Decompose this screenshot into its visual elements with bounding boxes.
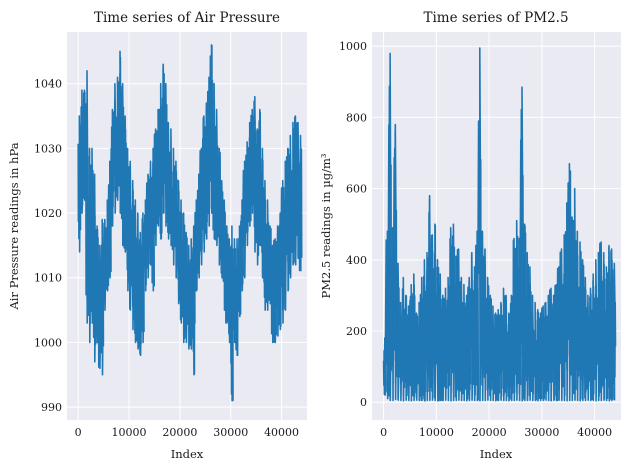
x-tick-labels: 0 10000 20000 30000 40000 — [75, 426, 299, 439]
y-tick-label: 400 — [346, 254, 367, 267]
x-tick-label: 30000 — [213, 426, 248, 439]
x-tick-label: 0 — [380, 426, 387, 439]
y-tick-labels: 990 1000 1010 1020 1030 1040 — [34, 78, 62, 414]
y-tick-label: 990 — [41, 401, 62, 414]
x-tick-label: 30000 — [524, 426, 559, 439]
x-tick-label: 40000 — [577, 426, 612, 439]
series-area — [77, 44, 303, 402]
y-tick-label: 1020 — [34, 207, 62, 220]
air-pressure-chart: 0 10000 20000 30000 40000 990 1000 1010 1020 103… — [7, 10, 307, 461]
y-tick-label: 0 — [360, 396, 367, 409]
y-tick-label: 1030 — [34, 142, 62, 155]
chart-title: Time series of PM2.5 — [423, 10, 568, 26]
x-tick-label: 20000 — [162, 426, 197, 439]
y-tick-label: 800 — [346, 111, 367, 124]
series-area — [382, 47, 617, 402]
series-line — [382, 47, 617, 402]
y-tick-label: 600 — [346, 183, 367, 196]
y-tick-label: 200 — [346, 325, 367, 338]
pm25-chart: 0 10000 20000 30000 40000 02004006008001000 … — [319, 10, 621, 461]
y-tick-labels: 0 200 400 600 800 1000 — [339, 40, 367, 409]
x-tick-labels: 0 10000 20000 30000 40000 — [380, 426, 612, 439]
x-axis-label: Index — [171, 447, 204, 461]
chart-title: Time series of Air Pressure — [94, 10, 280, 26]
x-tick-label: 0 — [75, 426, 82, 439]
x-tick-label: 10000 — [112, 426, 147, 439]
x-tick-label: 20000 — [472, 426, 507, 439]
y-tick-label: 1000 — [339, 40, 367, 53]
y-tick-label: 1040 — [34, 78, 62, 91]
x-tick-label: 10000 — [419, 426, 454, 439]
x-tick-label: 40000 — [264, 426, 299, 439]
x-axis-label: Index — [480, 447, 513, 461]
y-tick-label: 1000 — [34, 336, 62, 349]
series-line — [77, 44, 303, 402]
y-axis-label: PM2.5 readings in µg/m³ — [319, 153, 333, 298]
y-axis-label: Air Pressure readings in hPa — [7, 142, 21, 310]
y-tick-label: 1010 — [34, 272, 62, 285]
